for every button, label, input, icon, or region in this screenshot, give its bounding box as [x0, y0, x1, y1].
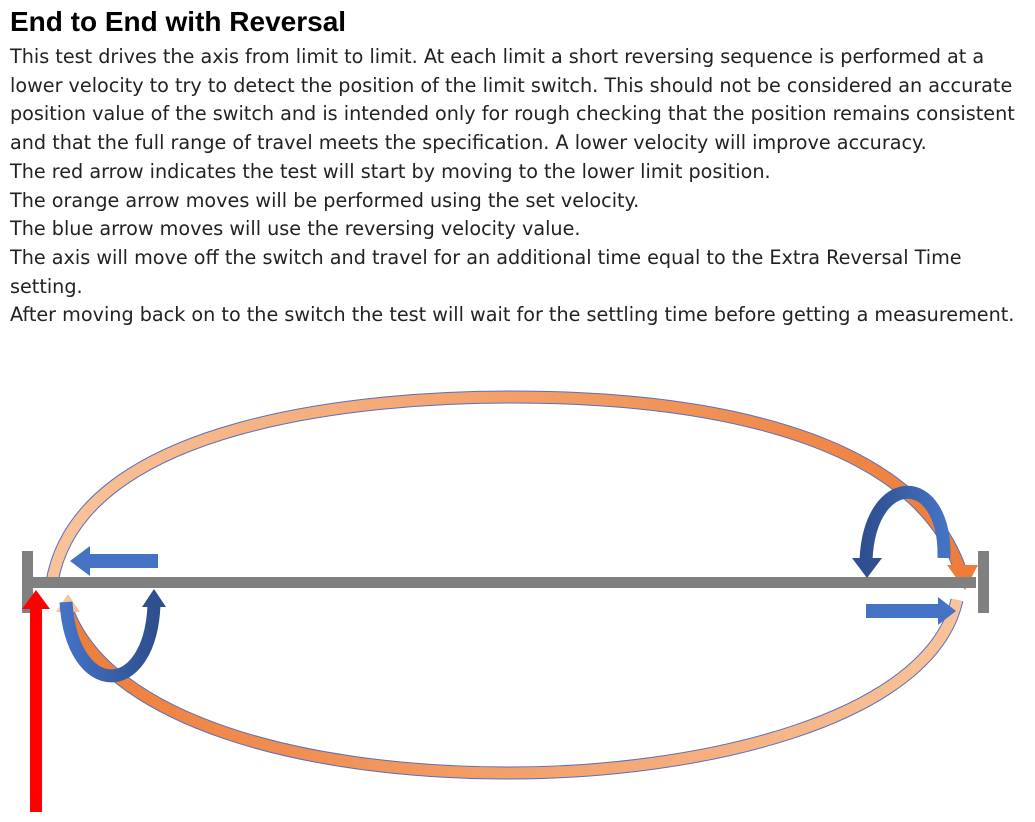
upper-limit-stop — [978, 551, 989, 613]
lower-limit-stop — [22, 551, 33, 613]
page-title: End to End with Reversal — [10, 6, 347, 37]
blue-arrowhead-upper — [852, 558, 882, 578]
paragraph-orange-arrow: The orange arrow moves will be performed… — [10, 188, 640, 212]
blue-loop-upper — [859, 485, 951, 561]
blue-arrowhead-lower — [142, 589, 166, 607]
paragraph-settling: After moving back on to the switch the t… — [10, 303, 1015, 327]
blue-arrow-left — [70, 546, 158, 576]
paragraph-blue-arrow: The blue arrow moves will use the revers… — [10, 217, 581, 241]
description: This test drives the axis from limit to … — [10, 43, 1020, 330]
orange-lower-arc — [61, 598, 964, 780]
orange-upper-arc — [45, 390, 969, 584]
blue-arrow-right — [866, 597, 956, 625]
red-start-arrow — [22, 590, 50, 812]
paragraph-red-arrow: The red arrow indicates the test will st… — [10, 159, 771, 183]
axis-bar — [30, 577, 976, 588]
paragraph-intro: This test drives the axis from limit to … — [10, 45, 1015, 155]
paragraph-extra-reversal: The axis will move off the switch and tr… — [10, 245, 962, 298]
blue-loop-lower — [59, 601, 161, 683]
